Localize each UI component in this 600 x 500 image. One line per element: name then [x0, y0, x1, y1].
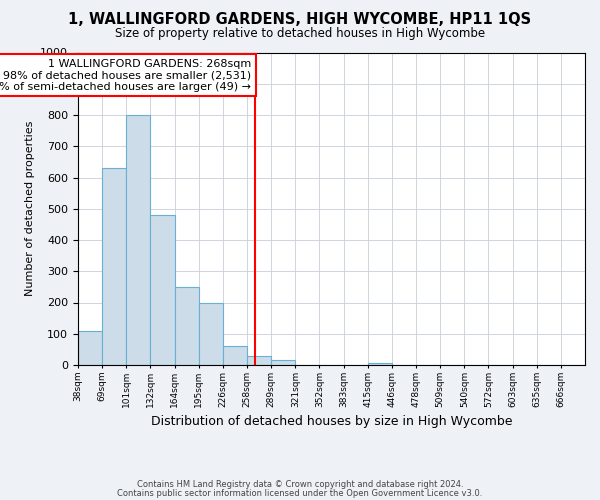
Bar	[368, 363, 392, 365]
Text: Contains public sector information licensed under the Open Government Licence v3: Contains public sector information licen…	[118, 488, 482, 498]
Text: 1 WALLINGFORD GARDENS: 268sqm
← 98% of detached houses are smaller (2,531)
2% of: 1 WALLINGFORD GARDENS: 268sqm ← 98% of d…	[0, 58, 251, 92]
Y-axis label: Number of detached properties: Number of detached properties	[25, 121, 35, 296]
Bar	[175, 287, 199, 365]
Bar	[151, 215, 175, 365]
Bar	[199, 302, 223, 365]
Bar	[78, 330, 102, 365]
Bar	[247, 356, 271, 365]
X-axis label: Distribution of detached houses by size in High Wycombe: Distribution of detached houses by size …	[151, 416, 512, 428]
Text: Size of property relative to detached houses in High Wycombe: Size of property relative to detached ho…	[115, 28, 485, 40]
Text: Contains HM Land Registry data © Crown copyright and database right 2024.: Contains HM Land Registry data © Crown c…	[137, 480, 463, 489]
Bar	[271, 360, 295, 365]
Bar	[126, 115, 151, 365]
Text: 1, WALLINGFORD GARDENS, HIGH WYCOMBE, HP11 1QS: 1, WALLINGFORD GARDENS, HIGH WYCOMBE, HP…	[68, 12, 532, 28]
Bar	[223, 346, 247, 365]
Bar	[102, 168, 126, 365]
